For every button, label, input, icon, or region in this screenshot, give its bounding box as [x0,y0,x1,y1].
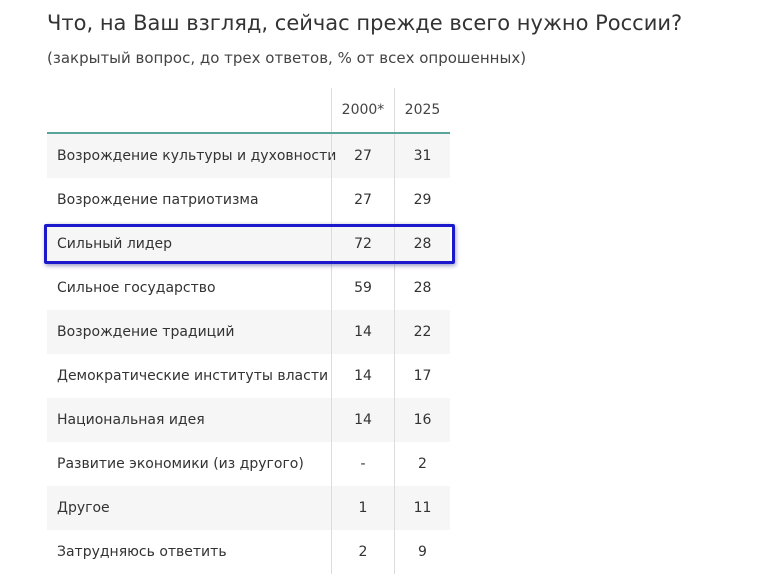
page-subtitle: (закрытый вопрос, до трех ответов, % от … [47,49,527,67]
column-header-2000: 2000* [331,88,394,132]
row-label: Национальная идея [57,412,205,428]
row-label: Демократические институты власти [57,368,329,384]
row-label: Возрождение культуры и духовности [57,148,337,164]
page-title: Что, на Ваш взгляд, сейчас прежде всего … [47,11,683,35]
row-label: Сильное государство [57,280,216,296]
table-row: Сильный лидер 72 28 [47,222,450,266]
value-2025: 9 [394,530,450,574]
table-row: Развитие экономики (из другого) - 2 [47,442,450,486]
value-2025: 11 [394,486,450,530]
row-label: Возрождение патриотизма [57,192,259,208]
value-2000: 27 [331,134,394,178]
table-row: Другое 1 11 [47,486,450,530]
row-label: Другое [57,500,110,516]
value-2000: 14 [331,310,394,354]
column-header-2025: 2025 [394,88,450,132]
row-label: Развитие экономики (из другого) [57,456,304,472]
row-label: Затрудняюсь ответить [57,544,227,560]
table-row: Затрудняюсь ответить 2 9 [47,530,450,574]
value-2025: 22 [394,310,450,354]
value-2000: - [331,442,394,486]
value-2000: 59 [331,266,394,310]
value-2000: 72 [331,222,394,266]
value-2000: 14 [331,354,394,398]
table-row: Возрождение традиций 14 22 [47,310,450,354]
table-row: Национальная идея 14 16 [47,398,450,442]
row-label: Сильный лидер [57,236,173,252]
value-2000: 27 [331,178,394,222]
value-2025: 29 [394,178,450,222]
value-2025: 2 [394,442,450,486]
value-2025: 16 [394,398,450,442]
value-2025: 28 [394,266,450,310]
header-label-cell [47,88,331,132]
value-2025: 17 [394,354,450,398]
table-row: Возрождение патриотизма 27 29 [47,178,450,222]
table-row: Сильное государство 59 28 [47,266,450,310]
results-table: 2000* 2025 Возрождение культуры и духовн… [47,88,450,574]
row-label: Возрождение традиций [57,324,235,340]
value-2000: 14 [331,398,394,442]
value-2000: 1 [331,486,394,530]
table-header: 2000* 2025 [47,88,450,134]
value-2025: 28 [394,222,450,266]
value-2025: 31 [394,134,450,178]
table-row: Демократические институты власти 14 17 [47,354,450,398]
value-2000: 2 [331,530,394,574]
table-row: Возрождение культуры и духовности 27 31 [47,134,450,178]
